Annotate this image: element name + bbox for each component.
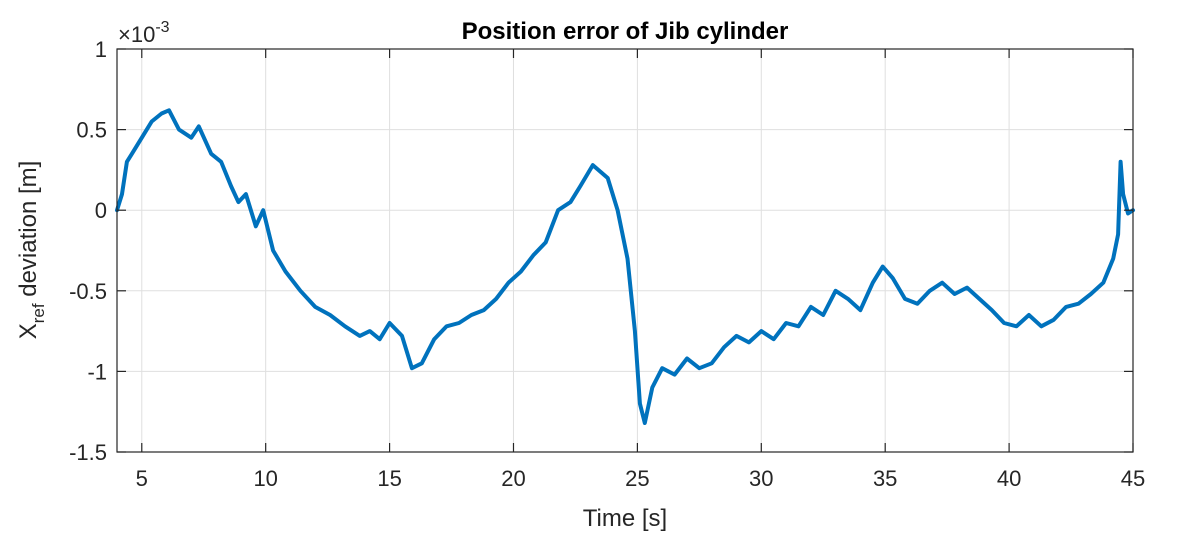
series-layer xyxy=(115,108,1135,425)
x-tick-label: 20 xyxy=(501,466,525,491)
y-multiplier-base: ×10 xyxy=(118,22,155,47)
y-axis-label-rest: deviation [m] xyxy=(15,161,42,304)
x-tick-label: 5 xyxy=(136,466,148,491)
y-tick-label: -0.5 xyxy=(69,279,107,304)
x-tick-label: 45 xyxy=(1121,466,1145,491)
x-tick-label: 35 xyxy=(873,466,897,491)
y-axis-label: Xref deviation [m] xyxy=(15,161,48,340)
y-axis-multiplier: ×10-3 xyxy=(118,19,170,47)
series-line xyxy=(115,108,1135,425)
y-multiplier-exponent: -3 xyxy=(155,19,169,36)
y-tick-label: 0.5 xyxy=(76,118,107,143)
plot-frame xyxy=(116,48,1134,453)
y-axis-label-main: X xyxy=(15,323,42,339)
axis-ticks: 5 10 15 20 25 30 35 40 45 -1.5 -1 -0.5 0 0.5 1 xyxy=(69,37,1145,491)
x-tick-label: 40 xyxy=(997,466,1021,491)
x-axis-label: Time [s] xyxy=(583,505,667,532)
y-tick-label: -1.5 xyxy=(69,440,107,465)
x-tick-label: 10 xyxy=(253,466,277,491)
y-tick-label: -1 xyxy=(87,359,107,384)
y-axis-label-subscript: ref xyxy=(29,303,48,323)
chart-title: Position error of Jib cylinder xyxy=(462,18,789,45)
y-tick-label: 1 xyxy=(95,37,107,62)
x-tick-label: 15 xyxy=(377,466,401,491)
x-tick-label: 30 xyxy=(749,466,773,491)
y-tick-label: 0 xyxy=(95,198,107,223)
x-tick-label: 25 xyxy=(625,466,649,491)
